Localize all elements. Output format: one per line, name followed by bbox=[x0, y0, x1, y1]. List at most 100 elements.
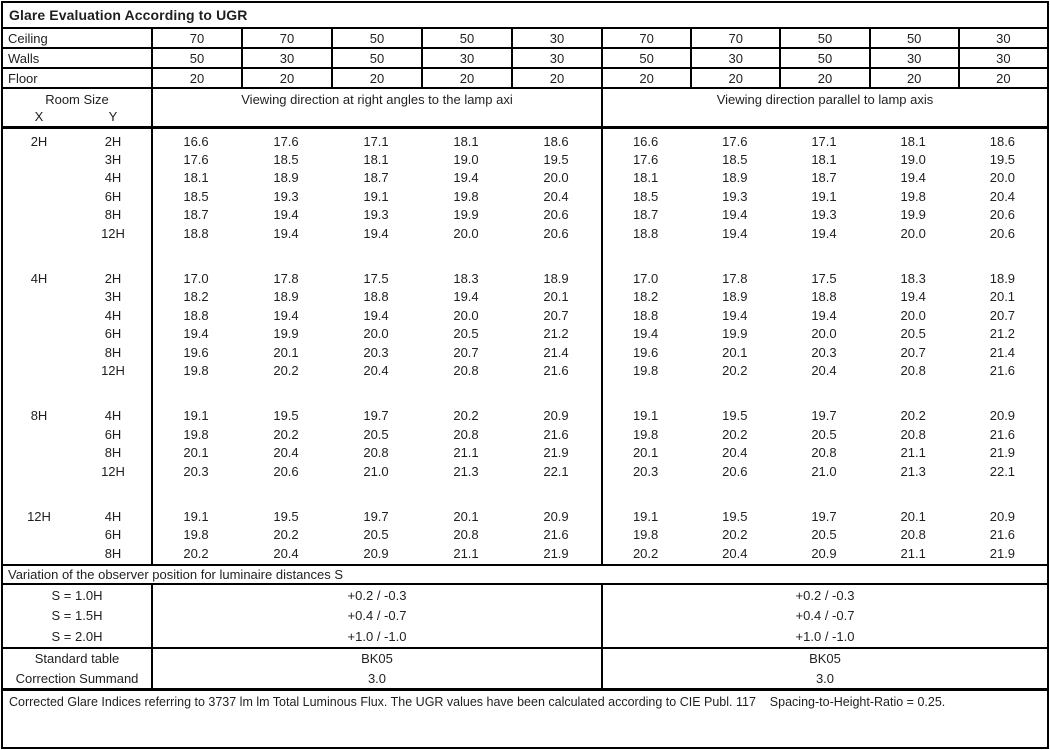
surface-value: 20 bbox=[241, 69, 331, 87]
surface-value: 30 bbox=[868, 49, 958, 67]
ugr-value-parallel: 18.8 bbox=[632, 307, 659, 323]
surface-value: 20 bbox=[868, 69, 958, 87]
ugr-value-parallel: 21.6 bbox=[989, 362, 1016, 378]
summary-row-label: Correction Summand bbox=[15, 670, 139, 686]
ugr-value-parallel: 18.8 bbox=[811, 289, 837, 305]
ugr-row: 12H 20.3 20.6 21.0 21.3 22.1 20.3 20.6 21.0 21.3 2… bbox=[3, 462, 1047, 480]
ugr-value-parallel: 19.4 bbox=[900, 170, 926, 186]
ugr-value-parallel: 19.4 bbox=[722, 207, 748, 223]
surface-value: 50 bbox=[779, 29, 868, 47]
ugr-value-parallel: 22.1 bbox=[989, 463, 1016, 479]
ugr-row: 8H 18.7 19.4 19.3 19.9 20.6 18.7 19.4 19.3 19.9 20… bbox=[3, 206, 1047, 224]
ugr-row: 8H 4H 19.1 19.5 19.7 20.2 20.9 19.1 19.5 19.7 20.2… bbox=[3, 407, 1047, 425]
ugr-value-right-angle: 18.7 bbox=[363, 170, 389, 186]
ugr-value-parallel: 20.3 bbox=[811, 344, 837, 360]
room-y-label: 12H bbox=[101, 362, 125, 378]
ugr-value-parallel: 18.1 bbox=[811, 152, 837, 168]
ugr-value-parallel: 20.8 bbox=[811, 445, 837, 461]
room-y-label: 2H bbox=[104, 271, 122, 287]
ugr-value-right-angle: 20.4 bbox=[363, 362, 389, 378]
ugr-value-right-angle: 20.6 bbox=[543, 225, 569, 241]
ugr-value-parallel: 21.6 bbox=[989, 527, 1016, 543]
block-gap bbox=[3, 380, 1047, 407]
ugr-value-right-angle: 18.2 bbox=[183, 289, 209, 305]
surface-value: 50 bbox=[421, 29, 511, 47]
ugr-value-right-angle: 19.7 bbox=[363, 508, 389, 524]
ugr-value-right-angle: 19.4 bbox=[273, 307, 299, 323]
ugr-value-right-angle: 18.8 bbox=[363, 289, 389, 305]
room-x-label bbox=[3, 443, 75, 461]
ugr-value-right-angle: 20.8 bbox=[453, 426, 479, 442]
room-x-label bbox=[3, 361, 75, 379]
ugr-value-right-angle: 20.4 bbox=[273, 445, 299, 461]
ugr-value-parallel: 20.8 bbox=[900, 426, 926, 442]
summary-row-value-parallel: 3.0 bbox=[601, 668, 1047, 688]
surface-label: Walls bbox=[8, 50, 40, 66]
room-y-label: 8H bbox=[104, 545, 122, 561]
ugr-value-right-angle: 18.1 bbox=[183, 170, 209, 186]
surface-value: 70 bbox=[690, 29, 779, 47]
ugr-value-parallel: 20.6 bbox=[722, 463, 748, 479]
ugr-value-parallel: 19.1 bbox=[632, 508, 659, 524]
ugr-value-parallel: 21.2 bbox=[989, 326, 1016, 342]
ugr-value-parallel: 19.7 bbox=[811, 408, 837, 424]
summary-rows: Standard table BK05 BK05 Correction Summand… bbox=[3, 648, 1047, 691]
ugr-value-right-angle: 20.8 bbox=[453, 527, 479, 543]
ugr-value-right-angle: 19.1 bbox=[183, 408, 209, 424]
room-x-label bbox=[3, 224, 75, 242]
surface-value: 50 bbox=[868, 29, 958, 47]
ugr-value-right-angle: 20.0 bbox=[453, 225, 479, 241]
ugr-value-right-angle: 19.4 bbox=[453, 170, 479, 186]
block-gap bbox=[3, 480, 1047, 507]
vertical-divider-left bbox=[151, 129, 153, 564]
ugr-value-parallel: 19.8 bbox=[632, 527, 659, 543]
surface-row: Floor 20 20 20 20 20 20 20 20 20 20 bbox=[3, 69, 1047, 89]
ugr-row: 4H 18.8 19.4 19.4 20.0 20.7 18.8 19.4 19.4 20.0 20… bbox=[3, 306, 1047, 324]
surface-value: 30 bbox=[957, 29, 1047, 47]
ugr-value-parallel: 19.4 bbox=[900, 289, 926, 305]
ugr-value-right-angle: 18.9 bbox=[543, 271, 569, 287]
ugr-value-parallel: 20.5 bbox=[811, 527, 837, 543]
variation-rows: S = 1.0H +0.2 / -0.3 +0.2 / -0.3 S = 1.5H +0… bbox=[3, 585, 1047, 649]
summary-row-label: Standard table bbox=[34, 651, 120, 667]
surface-value: 20 bbox=[601, 69, 690, 87]
ugr-row: 6H 19.8 20.2 20.5 20.8 21.6 19.8 20.2 20.5 20.8 21… bbox=[3, 425, 1047, 443]
ugr-value-parallel: 19.8 bbox=[632, 362, 659, 378]
ugr-row: 3H 18.2 18.9 18.8 19.4 20.1 18.2 18.9 18.8 19.4 20… bbox=[3, 288, 1047, 306]
ugr-value-right-angle: 21.9 bbox=[543, 445, 569, 461]
ugr-row: 6H 19.8 20.2 20.5 20.8 21.6 19.8 20.2 20.5 20.8 21… bbox=[3, 526, 1047, 544]
ugr-value-parallel: 19.3 bbox=[811, 207, 837, 223]
ugr-value-right-angle: 20.4 bbox=[273, 545, 299, 561]
surface-value: 50 bbox=[331, 29, 421, 47]
ugr-value-right-angle: 18.6 bbox=[543, 133, 569, 149]
ugr-value-parallel: 20.0 bbox=[900, 307, 926, 323]
ugr-value-parallel: 20.7 bbox=[900, 344, 926, 360]
room-y-label: 6H bbox=[104, 527, 122, 543]
summary-row-value-parallel: BK05 bbox=[601, 648, 1047, 669]
ugr-row: 8H 20.1 20.4 20.8 21.1 21.9 20.1 20.4 20.8 21.1 21… bbox=[3, 443, 1047, 461]
ugr-value-right-angle: 20.3 bbox=[183, 463, 209, 479]
ugr-value-right-angle: 19.5 bbox=[273, 408, 299, 424]
ugr-value-parallel: 20.4 bbox=[722, 545, 748, 561]
ugr-value-right-angle: 21.9 bbox=[543, 545, 569, 561]
surface-value: 70 bbox=[601, 29, 690, 47]
ugr-value-right-angle: 18.3 bbox=[453, 271, 479, 287]
ugr-value-parallel: 20.6 bbox=[989, 207, 1016, 223]
room-y-label: 2H bbox=[104, 133, 122, 149]
ugr-value-parallel: 17.1 bbox=[811, 133, 837, 149]
ugr-value-right-angle: 19.9 bbox=[273, 326, 299, 342]
ugr-value-right-angle: 18.8 bbox=[183, 225, 209, 241]
variation-row-value-parallel: +1.0 / -1.0 bbox=[601, 626, 1047, 647]
ugr-value-right-angle: 20.2 bbox=[273, 527, 299, 543]
ugr-value-parallel: 19.5 bbox=[989, 152, 1016, 168]
surface-row: Walls 50 30 50 30 30 50 30 50 30 30 bbox=[3, 49, 1047, 69]
surface-value: 50 bbox=[331, 49, 421, 67]
room-x-label: 2H bbox=[30, 133, 48, 149]
room-x-label: 4H bbox=[30, 271, 48, 287]
ugr-value-right-angle: 19.4 bbox=[363, 307, 389, 323]
ugr-value-right-angle: 21.0 bbox=[363, 463, 389, 479]
ugr-value-parallel: 19.4 bbox=[722, 307, 748, 323]
ugr-value-right-angle: 19.4 bbox=[273, 207, 299, 223]
room-size-xy-labels: X Y bbox=[3, 109, 151, 126]
ugr-value-right-angle: 19.6 bbox=[183, 344, 209, 360]
